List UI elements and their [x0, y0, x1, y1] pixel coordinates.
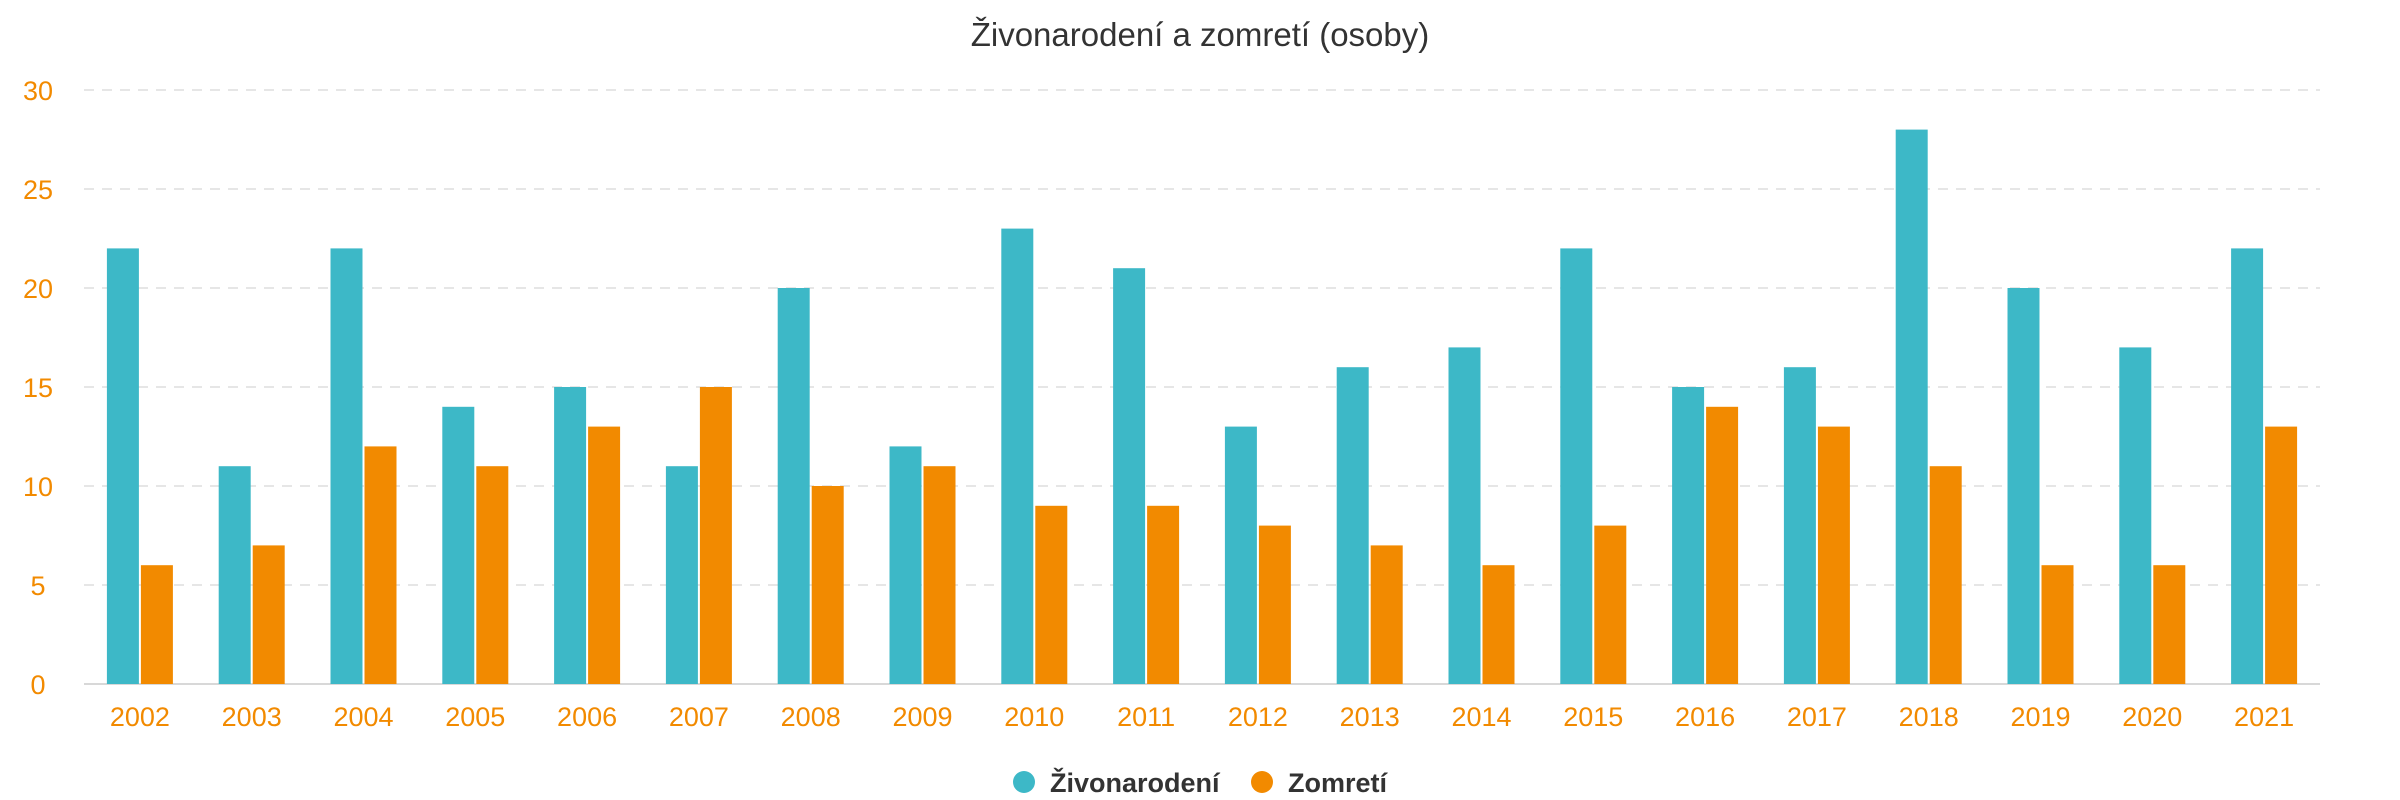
- legend-item-zomreti[interactable]: Zomretí: [1251, 768, 1389, 798]
- x-tick-label: 2019: [2010, 702, 2070, 732]
- bar-zivonarodeni-2012: [1224, 426, 1257, 684]
- bar-zomreti-2010: [1035, 505, 1068, 684]
- legend-label: Zomretí: [1288, 768, 1389, 798]
- bar-zivonarodeni-2011: [1113, 268, 1146, 684]
- x-tick-label: 2011: [1117, 702, 1175, 732]
- bar-zomreti-2011: [1147, 505, 1180, 684]
- bar-zivonarodeni-2013: [1336, 367, 1369, 684]
- y-tick-label: 25: [23, 175, 53, 205]
- bar-zomreti-2015: [1594, 525, 1627, 684]
- bar-zomreti-2004: [364, 446, 397, 684]
- bar-zomreti-2016: [1706, 406, 1739, 684]
- bar-zivonarodeni-2019: [2007, 288, 2040, 684]
- x-tick-label: 2012: [1228, 702, 1288, 732]
- bar-zivonarodeni-2007: [665, 466, 698, 684]
- bar-zomreti-2019: [2041, 565, 2074, 684]
- legend-item-zivonarodeni[interactable]: Živonarodení: [1013, 767, 1221, 798]
- grid-lines: [84, 89, 2320, 685]
- bar-zomreti-2018: [1929, 466, 1962, 684]
- y-tick-label: 30: [23, 76, 53, 106]
- bar-zivonarodeni-2010: [1001, 228, 1034, 684]
- y-axis: 0 5 10 15 20 25 30: [23, 76, 53, 700]
- bar-zomreti-2005: [476, 466, 509, 684]
- x-tick-label: 2010: [1004, 702, 1064, 732]
- bar-zivonarodeni-2002: [106, 248, 139, 684]
- x-tick-label: 2015: [1563, 702, 1623, 732]
- x-tick-label: 2006: [557, 702, 617, 732]
- bar-zomreti-2020: [2153, 565, 2186, 684]
- x-tick-label: 2020: [2122, 702, 2182, 732]
- bar-zivonarodeni-2020: [2119, 347, 2152, 684]
- x-axis: 2002 2003 2004 2005 2006 2007 2008 2009 2010 2011…: [110, 702, 2294, 732]
- bar-zivonarodeni-2018: [1895, 129, 1928, 685]
- bar-zomreti-2021: [2265, 426, 2298, 684]
- x-tick-label: 2013: [1340, 702, 1400, 732]
- bar-zomreti-2014: [1482, 565, 1515, 684]
- bars: [106, 129, 2298, 685]
- x-tick-label: 2021: [2234, 702, 2294, 732]
- bar-zomreti-2017: [1817, 426, 1850, 684]
- x-tick-label: 2017: [1787, 702, 1847, 732]
- bar-zomreti-2002: [140, 565, 173, 684]
- y-tick-label: 20: [23, 274, 53, 304]
- bar-zomreti-2013: [1370, 545, 1403, 684]
- legend-label: Živonarodení: [1050, 767, 1221, 798]
- x-tick-label: 2004: [333, 702, 393, 732]
- bar-zivonarodeni-2004: [330, 248, 363, 684]
- x-tick-label: 2002: [110, 702, 170, 732]
- legend-marker-icon: [1251, 771, 1273, 793]
- bar-zivonarodeni-2006: [554, 387, 587, 684]
- bar-zivonarodeni-2009: [889, 446, 922, 684]
- x-tick-label: 2016: [1675, 702, 1735, 732]
- bar-zivonarodeni-2014: [1448, 347, 1481, 684]
- bar-zomreti-2003: [252, 545, 285, 684]
- bar-zivonarodeni-2003: [218, 466, 251, 684]
- bar-zivonarodeni-2005: [442, 406, 475, 684]
- bar-zivonarodeni-2021: [2231, 248, 2264, 684]
- y-tick-label: 15: [23, 373, 53, 403]
- bar-zomreti-2007: [699, 387, 732, 684]
- x-tick-label: 2005: [445, 702, 505, 732]
- y-tick-label: 0: [30, 670, 45, 700]
- legend-marker-icon: [1013, 771, 1035, 793]
- y-tick-label: 10: [23, 472, 53, 502]
- x-tick-label: 2014: [1451, 702, 1511, 732]
- x-tick-label: 2007: [669, 702, 729, 732]
- chart-title: Živonarodení a zomretí (osoby): [971, 16, 1430, 53]
- bar-zivonarodeni-2016: [1672, 387, 1705, 684]
- bar-zivonarodeni-2008: [777, 288, 810, 684]
- x-tick-label: 2009: [892, 702, 952, 732]
- x-tick-label: 2018: [1899, 702, 1959, 732]
- bar-zomreti-2012: [1258, 525, 1291, 684]
- legend: Živonarodení Zomretí: [1013, 767, 1389, 798]
- bar-zomreti-2006: [588, 426, 621, 684]
- bar-zivonarodeni-2015: [1560, 248, 1593, 684]
- x-tick-label: 2003: [222, 702, 282, 732]
- bar-zivonarodeni-2017: [1783, 367, 1816, 684]
- bar-zomreti-2009: [923, 466, 956, 684]
- x-tick-label: 2008: [781, 702, 841, 732]
- y-tick-label: 5: [30, 571, 45, 601]
- bar-zomreti-2008: [811, 486, 844, 684]
